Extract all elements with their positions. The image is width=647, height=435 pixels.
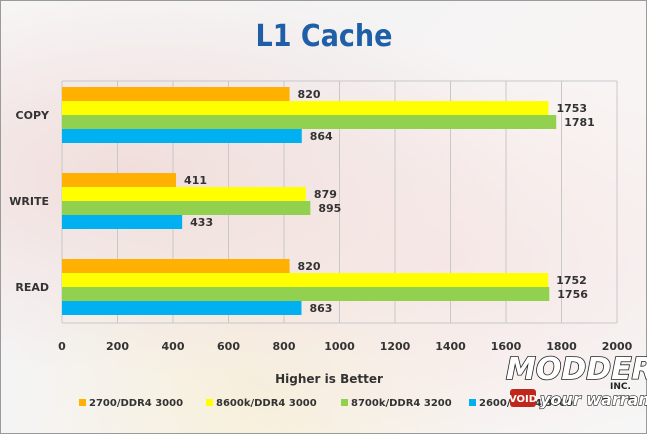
category-label: COPY [16,109,50,122]
watermark-sub: INC. [610,382,631,392]
bar [62,301,302,315]
x-tick-label: 800 [273,340,296,353]
x-tick-label: 1000 [324,340,355,353]
x-tick-label: 1600 [491,340,522,353]
bar [62,101,549,115]
category-label: WRITE [9,195,49,208]
bar-value-label: 1781 [564,116,595,129]
bar-value-label: 1752 [556,274,587,287]
x-tick-label: 400 [162,340,185,353]
watermark-main: MODDERS [506,352,647,387]
bar [62,273,549,287]
bar-value-label: 820 [298,260,321,273]
bar [62,201,311,215]
bar-value-label: 863 [309,302,332,315]
watermark-logo: MODDERS INC. VOID your warranty [505,351,647,409]
legend-item-label: 2700/DDR4 3000 [89,398,183,409]
x-tick-label: 600 [217,340,240,353]
x-tick-label: 1800 [546,340,577,353]
bar-value-label: 411 [184,174,207,187]
x-tick-label: 2000 [602,340,633,353]
category-label: READ [15,281,49,294]
legend-item-label: 8700k/DDR4 3200 [351,398,452,409]
bar [62,215,183,229]
labels-layer: 0 200 400 600 800 1000 1200 1400 1600 1800 2000 COP… [9,88,632,353]
bar-value-label: 433 [190,216,213,229]
void-badge-box [510,389,536,407]
x-tick-label: 1400 [435,340,466,353]
x-axis-label: Higher is Better [275,372,383,386]
chart-title: L1 Cache [256,19,393,54]
bars-layer [62,87,557,315]
x-tick-label: 1200 [380,340,411,353]
bar [62,259,290,273]
x-tick-label: 0 [58,340,66,353]
bar-value-label: 879 [314,188,337,201]
watermark-badge: VOID [509,394,537,405]
legend-swatch [79,399,86,406]
bar-value-label: 1753 [556,102,587,115]
bar [62,287,550,301]
legend-swatch [469,399,476,406]
bar-value-label: 895 [318,202,341,215]
watermark-tagline: your warranty [540,390,647,409]
bar-value-label: 864 [310,130,333,143]
x-tick-label: 200 [106,340,129,353]
bar [62,87,290,101]
bar-value-label: 820 [298,88,321,101]
legend-item-label: 8600k/DDR4 3000 [216,398,317,409]
legend-swatch [341,399,348,406]
bar [62,187,306,201]
bar-value-label: 1756 [557,288,588,301]
bar [62,115,557,129]
legend: 2700/DDR4 3000 8600k/DDR4 3000 8700k/DDR4 … [79,398,573,409]
bar [62,129,302,143]
legend-swatch [206,399,213,406]
bar [62,173,177,187]
